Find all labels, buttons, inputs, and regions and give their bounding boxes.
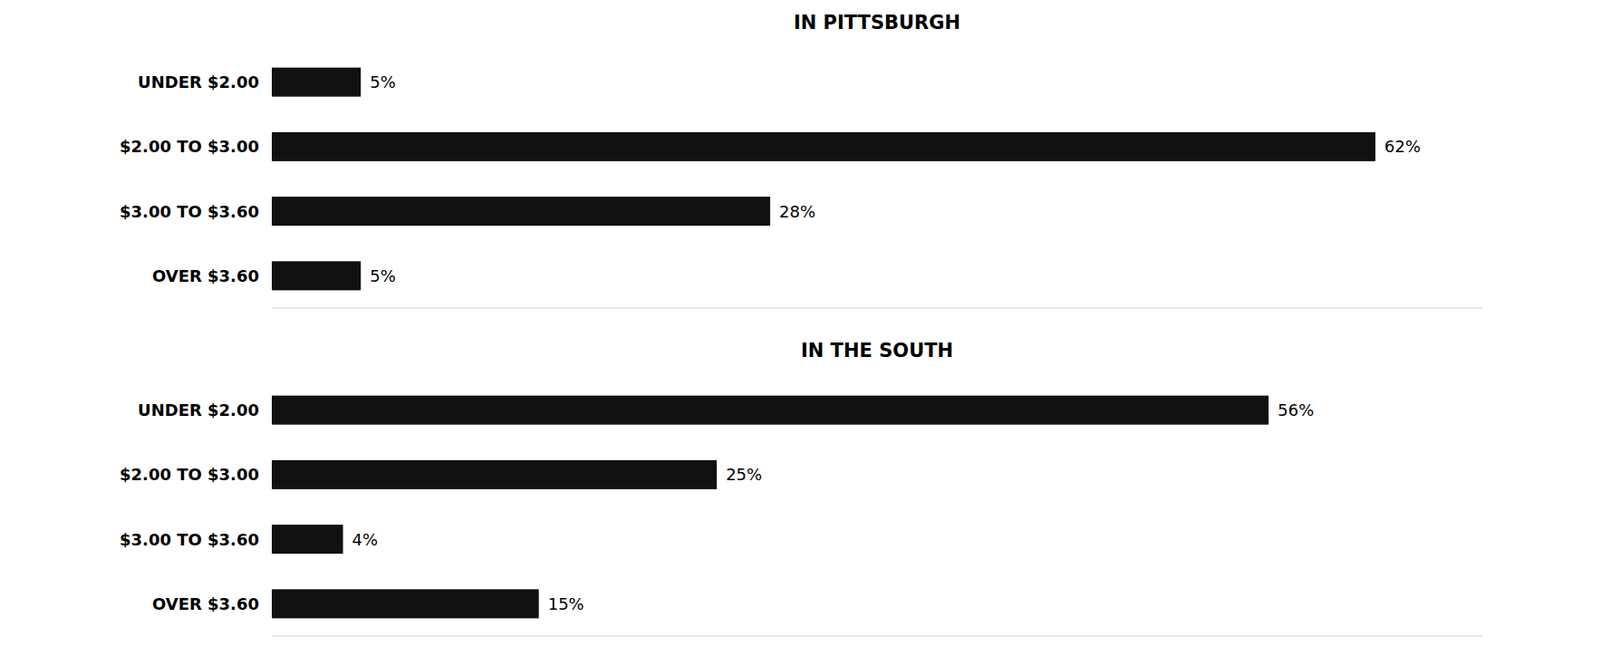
data-label: 5% xyxy=(369,266,396,286)
data-label: 62% xyxy=(1384,136,1421,156)
category-label: UNDER $2.00 xyxy=(137,72,260,92)
category-label: $2.00 TO $3.00 xyxy=(119,464,260,484)
data-label: 28% xyxy=(779,202,816,222)
category-label: OVER $3.60 xyxy=(152,266,260,286)
category-label: $3.00 TO $3.60 xyxy=(119,530,260,550)
data-label: 25% xyxy=(725,464,762,484)
bar xyxy=(271,260,361,290)
data-label: 56% xyxy=(1277,400,1314,420)
bar xyxy=(271,395,1269,425)
chart: IN THE SOUTH UNDER $2.00 56% $2.00 TO $3.00… xyxy=(119,339,1483,637)
bars xyxy=(271,395,1269,619)
category-label: $2.00 TO $3.00 xyxy=(119,136,260,156)
bar xyxy=(271,132,1376,162)
category-label: OVER $3.60 xyxy=(152,594,260,614)
bar xyxy=(271,67,361,97)
bar xyxy=(271,196,771,226)
x-axis-line xyxy=(271,308,1483,309)
bar xyxy=(271,460,717,490)
chart-canvas: IN PITTSBURGH UNDER $2.00 5% $2.00 TO $3.00… xyxy=(0,0,1600,656)
data-label: 15% xyxy=(548,594,585,614)
data-label: 4% xyxy=(352,530,379,550)
bars xyxy=(271,67,1376,291)
chart-title: IN THE SOUTH xyxy=(800,339,954,362)
data-label: 5% xyxy=(369,72,396,92)
chart: IN PITTSBURGH UNDER $2.00 5% $2.00 TO $3.00… xyxy=(119,11,1483,309)
category-label: $3.00 TO $3.60 xyxy=(119,202,260,222)
bar xyxy=(271,524,344,554)
x-axis-line xyxy=(271,636,1483,637)
chart-title: IN PITTSBURGH xyxy=(793,11,961,34)
category-label: UNDER $2.00 xyxy=(137,400,260,420)
bar xyxy=(271,588,540,618)
